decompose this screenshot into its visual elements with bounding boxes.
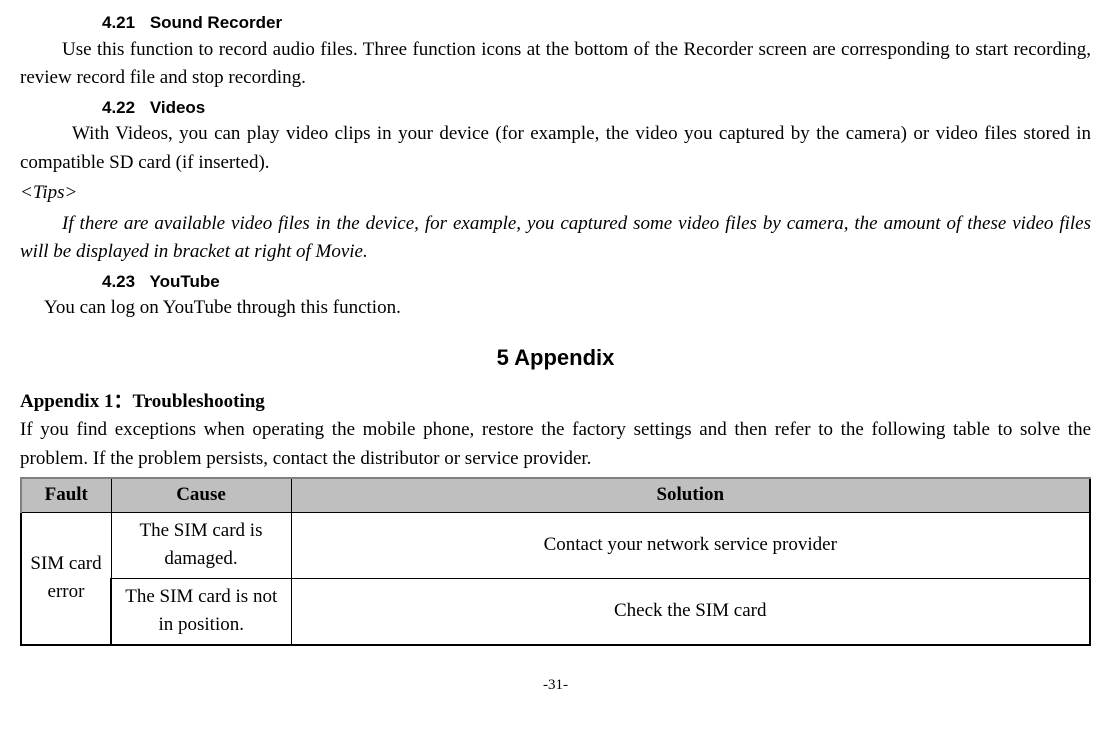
tips-label: <Tips> [20, 179, 1091, 208]
header-fault: Fault [21, 478, 111, 512]
cell-fault: SIM card error [21, 512, 111, 645]
chapter-title: 5 Appendix [20, 341, 1091, 374]
appendix-intro: If you find exceptions when operating th… [20, 416, 1091, 473]
paragraph: If there are available video files in th… [20, 210, 1091, 267]
section-num: 4.21 [102, 13, 135, 32]
table-row: SIM card error The SIM card is damaged. … [21, 512, 1090, 578]
cell-cause: The SIM card is damaged. [111, 512, 291, 578]
section-num: 4.23 [102, 272, 135, 291]
cell-solution: Check the SIM card [291, 578, 1090, 645]
cell-cause: The SIM card is not in position. [111, 578, 291, 645]
paragraph: You can log on YouTube through this func… [20, 294, 1091, 323]
section-num: 4.22 [102, 98, 135, 117]
section-heading-423: 4.23 YouTube [20, 269, 1091, 295]
section-heading-421: 4.21 Sound Recorder [20, 10, 1091, 36]
paragraph: With Videos, you can play video clips in… [20, 120, 1091, 177]
page-number: -31- [20, 674, 1091, 697]
header-solution: Solution [291, 478, 1090, 512]
section-title: Sound Recorder [150, 13, 282, 32]
section-title: YouTube [150, 272, 220, 291]
appendix-title: Appendix 1：Troubleshooting [20, 388, 1091, 417]
section-heading-422: 4.22 Videos [20, 95, 1091, 121]
header-cause: Cause [111, 478, 291, 512]
table-header-row: Fault Cause Solution [21, 478, 1090, 512]
section-title: Videos [150, 98, 205, 117]
table-row: The SIM card is not in position. Check t… [21, 578, 1090, 645]
paragraph: Use this function to record audio files.… [20, 36, 1091, 93]
cell-solution: Contact your network service provider [291, 512, 1090, 578]
troubleshooting-table: Fault Cause Solution SIM card error The … [20, 477, 1091, 646]
